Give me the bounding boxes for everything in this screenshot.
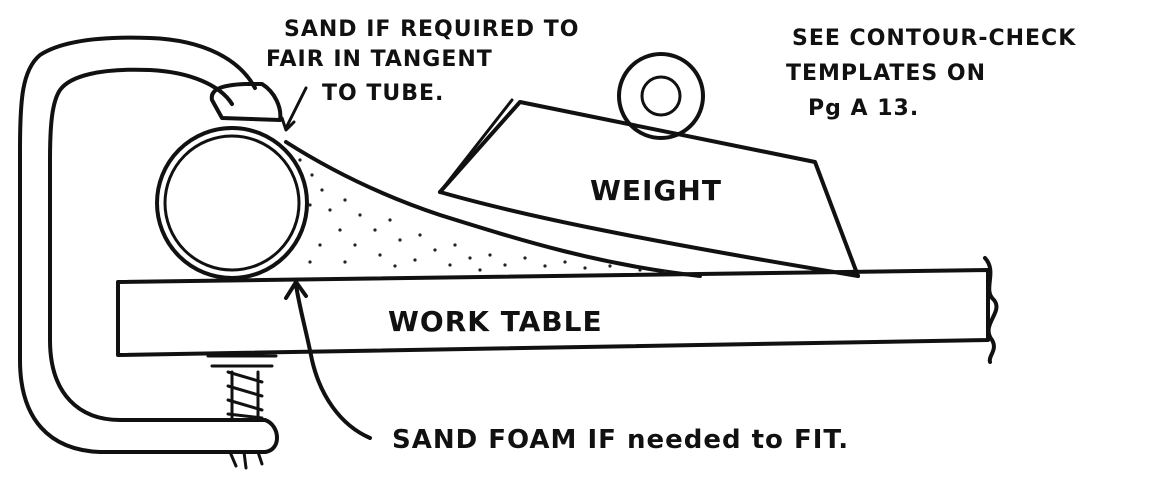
clamp-screw	[206, 354, 278, 470]
tube-inner	[163, 134, 301, 272]
table-break-line	[983, 256, 999, 364]
see-note-line1: SEE CONTOUR-CHECK	[792, 26, 1076, 51]
sand-note-line2: FAIR IN TANGENT	[266, 47, 493, 72]
foam-leader-arrowhead	[284, 280, 308, 300]
c-clamp-frame-inner	[48, 67, 267, 422]
see-note-line2: TEMPLATES ON	[786, 61, 986, 86]
weight-label: WEIGHT	[590, 174, 722, 207]
sand-note-line1: SAND IF REQUIRED TO	[284, 17, 579, 42]
weight-handle	[617, 52, 705, 140]
foam-leader-line	[294, 283, 372, 440]
sand-leader-arrowhead	[280, 116, 296, 132]
foam-stipple	[298, 158, 667, 274]
clamp-upper-pad	[209, 82, 283, 122]
tube-outer	[155, 126, 309, 280]
c-clamp-lower-jaw	[263, 418, 279, 454]
weight-underside	[438, 190, 860, 278]
sand-note-line3: TO TUBE.	[322, 81, 444, 106]
see-note-line3: Pg A 13.	[808, 96, 919, 121]
sand-leader-line	[284, 86, 308, 130]
table-label: WORK TABLE	[388, 305, 603, 338]
work-table	[116, 268, 990, 357]
weight-block	[438, 100, 860, 278]
foam-wedge	[284, 140, 702, 278]
foam-note: SAND FOAM IF needed to FIT.	[392, 425, 849, 455]
c-clamp-frame	[18, 35, 267, 454]
weight-leader-line	[438, 98, 514, 194]
